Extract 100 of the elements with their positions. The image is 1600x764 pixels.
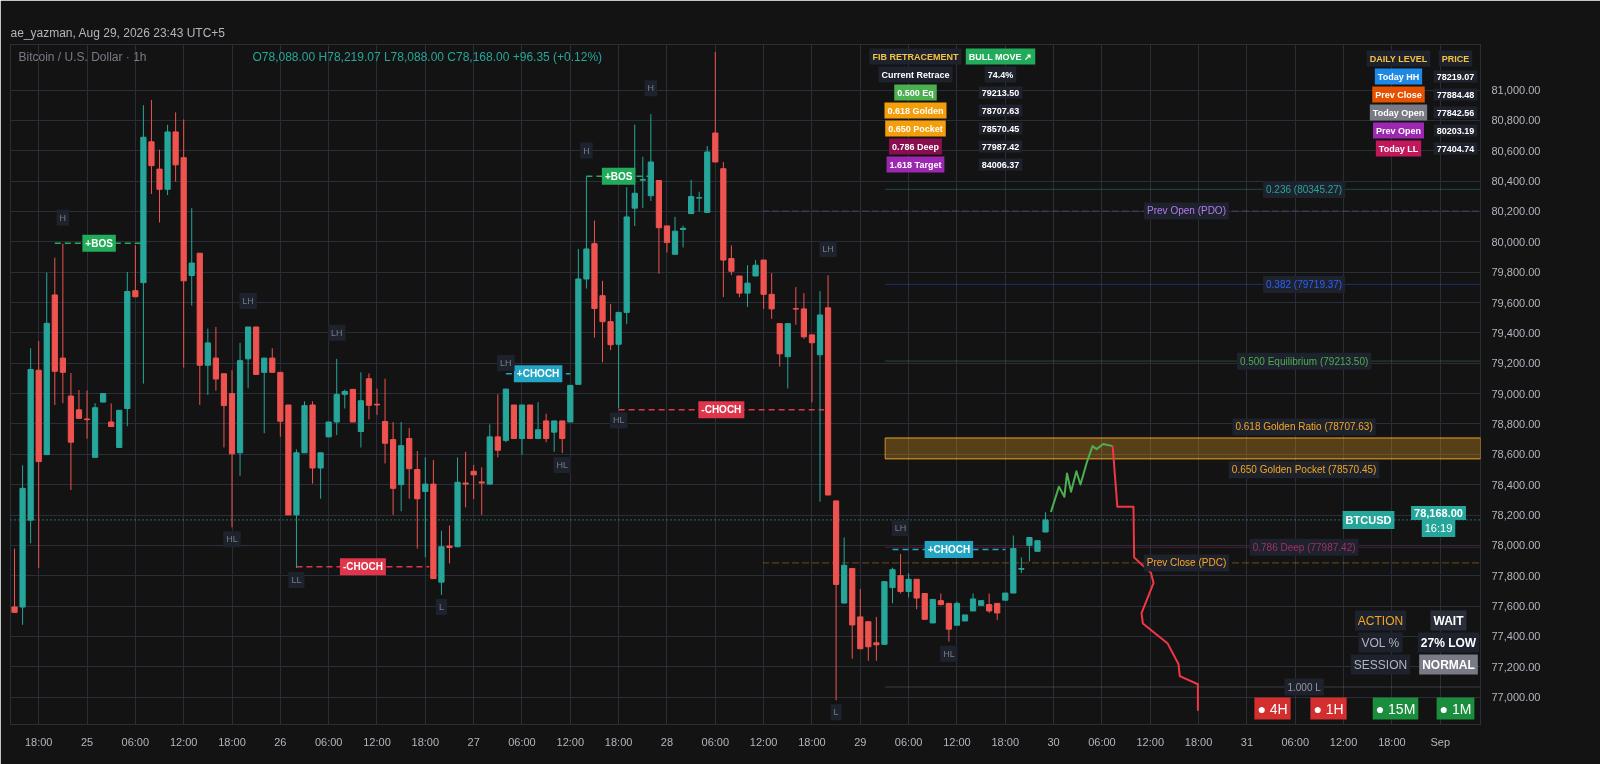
candlestick bbox=[551, 420, 558, 453]
annotation: H bbox=[647, 83, 655, 94]
x-tick-label: 12:00 bbox=[749, 735, 778, 748]
annotation: 1.618 Target bbox=[889, 159, 942, 170]
candlestick bbox=[534, 401, 542, 440]
annotation: L bbox=[438, 601, 444, 612]
ref-line-label: 0.618 Golden Ratio (78707.63) bbox=[1235, 421, 1373, 433]
candlestick bbox=[446, 525, 453, 564]
annotation: WAIT bbox=[1433, 613, 1465, 628]
candlestick bbox=[905, 572, 912, 598]
annotation: FIB RETRACEMENT bbox=[872, 51, 959, 62]
x-tick-label: 12:00 bbox=[169, 735, 198, 748]
y-tick-label: 80,200.00 bbox=[1491, 205, 1541, 218]
candlestick bbox=[953, 600, 961, 626]
annotation: Current Retrace bbox=[881, 69, 950, 80]
candlestick bbox=[148, 99, 155, 195]
annotation: 79213.50 bbox=[981, 87, 1020, 98]
candlestick bbox=[317, 452, 324, 500]
series-label: +CHOCH bbox=[927, 543, 971, 555]
candlestick bbox=[696, 191, 703, 213]
annotation: H bbox=[59, 212, 67, 223]
x-tick-label: 25 bbox=[80, 735, 94, 748]
annotation: 78707.63 bbox=[981, 105, 1020, 116]
ref-line-label: 0.500 Equilibrium (79213.50) bbox=[1239, 355, 1369, 367]
x-tick-label: 12:00 bbox=[1329, 735, 1358, 748]
x-tick-label: 12:00 bbox=[943, 735, 971, 748]
y-tick-label: 77,600.00 bbox=[1491, 600, 1541, 613]
text: ae_yazman, Aug 29, 2026 23:43 UTC+5 bbox=[10, 25, 226, 40]
y-tick-label: 78,600.00 bbox=[1491, 448, 1541, 461]
y-tick-label: 77,200.00 bbox=[1491, 660, 1541, 673]
candlestick bbox=[269, 347, 276, 373]
series-label: -CHOCH bbox=[342, 561, 383, 573]
y-tick-label: 80,000.00 bbox=[1491, 235, 1541, 248]
annotation: 78570.45 bbox=[981, 123, 1020, 134]
annotation: ● 4H bbox=[1257, 700, 1288, 717]
y-tick-label: 78,800.00 bbox=[1491, 417, 1541, 430]
ref-line-label: 1.000 L bbox=[1287, 681, 1322, 693]
candlestick bbox=[59, 243, 66, 404]
annotation: 0.500 Eq bbox=[897, 87, 934, 98]
candlestick bbox=[671, 216, 679, 255]
annotation: BULL MOVE ↗ bbox=[968, 51, 1033, 62]
candlestick bbox=[1042, 511, 1049, 533]
annotation: VOL % bbox=[1361, 635, 1400, 650]
annotation: DAILY LEVEL bbox=[1369, 53, 1428, 64]
annotation: 78219.07 bbox=[1436, 71, 1475, 82]
candlestick bbox=[132, 244, 139, 298]
candlestick bbox=[188, 207, 195, 307]
annotation: 78,168.00 bbox=[1414, 506, 1463, 519]
annotation: 77884.48 bbox=[1436, 89, 1475, 100]
x-tick-label: 06:00 bbox=[314, 735, 343, 748]
y-tick-label: 77,000.00 bbox=[1491, 691, 1541, 704]
series-label: -CHOCH bbox=[701, 404, 742, 416]
ref-line-label: Prev Open (PDO) bbox=[1147, 205, 1226, 217]
series-label: +BOS bbox=[85, 237, 114, 249]
x-tick-label: 28 bbox=[660, 735, 674, 748]
annotation: ● 15M bbox=[1375, 700, 1416, 717]
annotation: ● 1M bbox=[1439, 700, 1472, 717]
candlestick bbox=[261, 357, 268, 434]
annotation: HL bbox=[226, 534, 238, 545]
annotation: SESSION bbox=[1353, 657, 1408, 672]
annotation: ● 1H bbox=[1313, 700, 1344, 717]
x-tick-label: 12:00 bbox=[1136, 735, 1165, 748]
x-tick-label: 18:00 bbox=[604, 735, 633, 748]
candlestick bbox=[204, 328, 211, 396]
ref-line-label: Prev Close (PDC) bbox=[1146, 557, 1227, 569]
candlestick bbox=[83, 389, 91, 440]
y-tick-label: 79,400.00 bbox=[1491, 326, 1541, 339]
candlestick bbox=[639, 156, 646, 209]
candlestick bbox=[986, 593, 993, 614]
annotation: LL bbox=[291, 575, 302, 586]
annotation: L bbox=[833, 707, 839, 718]
x-tick-label: 18:00 bbox=[411, 735, 440, 748]
annotation: Prev Close bbox=[1375, 89, 1422, 100]
x-tick-label: 18:00 bbox=[798, 735, 826, 748]
y-tick-label: 79,000.00 bbox=[1491, 387, 1541, 400]
candlestick bbox=[494, 393, 501, 458]
x-tick-label: 30 bbox=[1047, 735, 1060, 748]
candlestick bbox=[470, 464, 477, 500]
annotation: 0.786 Deep bbox=[891, 141, 940, 152]
line-series bbox=[1049, 443, 1114, 513]
annotation: 74.4% bbox=[987, 69, 1014, 80]
annotation: H bbox=[583, 145, 590, 156]
y-tick-label: 79,600.00 bbox=[1491, 296, 1541, 309]
x-tick-label: 06:00 bbox=[508, 735, 536, 748]
annotation: LH bbox=[242, 295, 254, 306]
annotation: 16:19 bbox=[1424, 521, 1453, 534]
candlestick bbox=[212, 326, 220, 392]
annotation: HL bbox=[556, 460, 569, 471]
annotation: HL bbox=[943, 648, 955, 659]
candlestick bbox=[559, 420, 566, 454]
candlestick bbox=[373, 388, 381, 416]
candlestick bbox=[897, 553, 904, 595]
x-tick-label: 18:00 bbox=[1378, 735, 1406, 748]
candlestick bbox=[688, 179, 695, 215]
x-tick-label: 06:00 bbox=[1281, 735, 1310, 748]
candlestick bbox=[381, 378, 389, 464]
annotation: HL bbox=[612, 415, 625, 426]
candlestick bbox=[156, 149, 163, 223]
x-tick-label: 06:00 bbox=[121, 735, 150, 748]
candlestick bbox=[543, 413, 550, 443]
